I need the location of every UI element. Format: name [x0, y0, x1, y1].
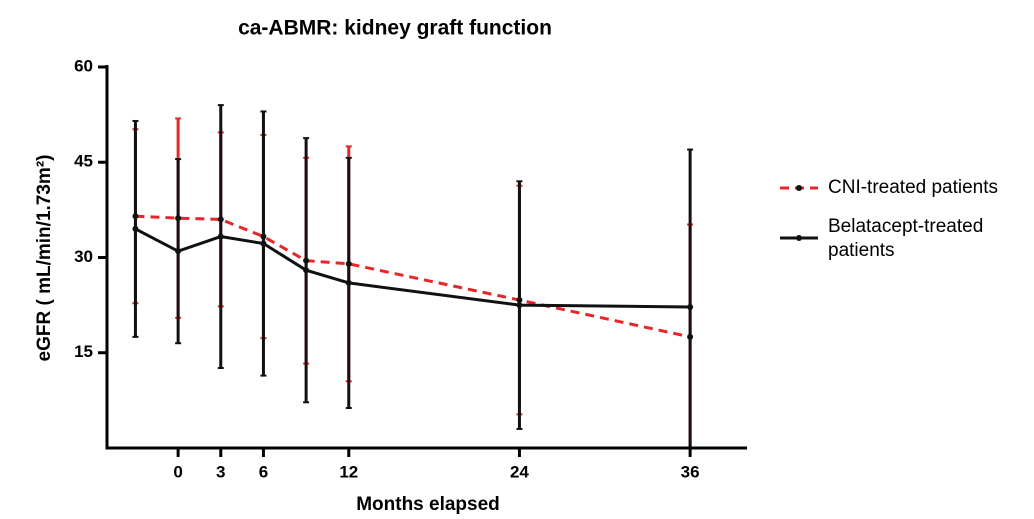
legend-label: Belatacept-treated patients [828, 216, 989, 261]
x-tick-label: 24 [510, 462, 529, 481]
plot-area [132, 104, 694, 448]
legend-marker [796, 235, 802, 241]
data-point [260, 240, 267, 247]
data-point [516, 302, 523, 309]
x-tick-label: 6 [259, 462, 268, 481]
data-point [345, 279, 352, 286]
y-axis-label: eGFR ( mL/min/1.73m²) [34, 155, 55, 362]
y-tick-label: 45 [74, 152, 93, 171]
legend-label: CNI-treated patients [828, 177, 998, 198]
chart-title: ca-ABMR: kidney graft function [238, 17, 552, 40]
legend-marker [796, 185, 802, 191]
x-tick-label: 12 [339, 462, 358, 481]
data-point [687, 304, 694, 311]
x-tick-label: 3 [216, 462, 225, 481]
y-tick-label: 60 [74, 56, 93, 75]
y-tick-label: 30 [74, 247, 93, 266]
data-point [175, 248, 182, 255]
series-line [135, 214, 691, 339]
data-point [132, 225, 139, 232]
data-point [303, 267, 310, 274]
x-axis-label: Months elapsed [356, 494, 500, 515]
y-tick-label: 15 [74, 342, 93, 361]
series-line [134, 227, 691, 309]
x-tick-label: 0 [173, 462, 182, 481]
x-tick-label: 36 [681, 462, 700, 481]
data-point [217, 233, 224, 240]
